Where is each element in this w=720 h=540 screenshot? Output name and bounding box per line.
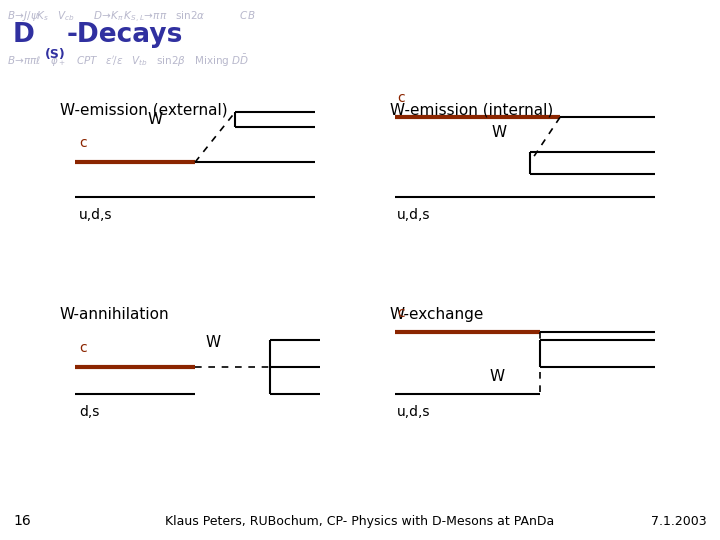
Text: D: D bbox=[13, 22, 35, 48]
Text: W: W bbox=[490, 369, 505, 384]
Text: W: W bbox=[205, 335, 220, 350]
Text: c: c bbox=[397, 306, 405, 320]
Text: u,d,s: u,d,s bbox=[79, 208, 112, 222]
Text: W-emission (internal): W-emission (internal) bbox=[390, 102, 553, 117]
Text: 16: 16 bbox=[13, 514, 31, 528]
Text: W-emission (external): W-emission (external) bbox=[60, 102, 228, 117]
Text: 7.1.2003: 7.1.2003 bbox=[652, 515, 707, 528]
Text: (S): (S) bbox=[45, 48, 66, 62]
Text: W-annihilation: W-annihilation bbox=[60, 307, 170, 322]
Text: d,s: d,s bbox=[79, 405, 99, 419]
Text: c: c bbox=[79, 136, 86, 150]
Text: u,d,s: u,d,s bbox=[397, 405, 431, 419]
Text: c: c bbox=[79, 341, 86, 355]
Text: -Decays: -Decays bbox=[66, 22, 183, 48]
Text: W-exchange: W-exchange bbox=[390, 307, 485, 322]
Text: u,d,s: u,d,s bbox=[397, 208, 431, 222]
Text: W: W bbox=[492, 125, 507, 140]
Text: $B\!\to\!J/\psi K_s$   $V_{cb}$      $D\!\to\!K_\pi\, K_{S,L}\!\to\!\pi\pi$   $\: $B\!\to\!J/\psi K_s$ $V_{cb}$ $D\!\to\!K… bbox=[7, 10, 256, 25]
Text: W: W bbox=[148, 112, 163, 127]
Text: $B\!\to\!\pi\pi\ell$   $\phi_+$   $CPT$   $\varepsilon^\prime\!/\varepsilon$   $: $B\!\to\!\pi\pi\ell$ $\phi_+$ $CPT$ $\va… bbox=[7, 53, 249, 69]
Text: Klaus Peters, RUBochum, CP- Physics with D-Mesons at PAnDa: Klaus Peters, RUBochum, CP- Physics with… bbox=[166, 515, 554, 528]
Text: c: c bbox=[397, 91, 405, 105]
